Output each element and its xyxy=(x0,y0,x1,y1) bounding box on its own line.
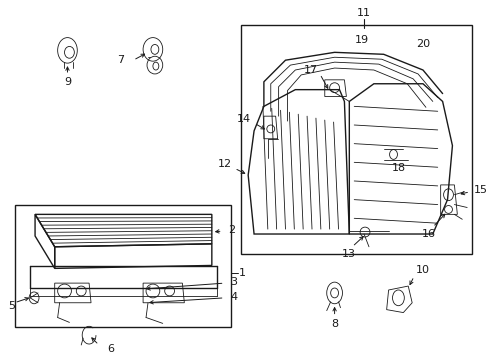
Text: 20: 20 xyxy=(415,40,429,49)
Text: 10: 10 xyxy=(415,265,429,275)
Text: 6: 6 xyxy=(106,344,114,354)
Text: 18: 18 xyxy=(390,163,405,173)
Text: 19: 19 xyxy=(354,35,368,45)
Text: 16: 16 xyxy=(421,229,435,239)
Text: 15: 15 xyxy=(473,185,487,195)
Text: 2: 2 xyxy=(228,225,235,235)
Text: 12: 12 xyxy=(217,159,231,169)
Text: 4: 4 xyxy=(230,292,237,302)
Text: 13: 13 xyxy=(341,249,355,258)
Text: 9: 9 xyxy=(64,77,71,87)
Text: 11: 11 xyxy=(356,8,370,18)
Text: 14: 14 xyxy=(237,114,251,124)
Text: 7: 7 xyxy=(117,55,124,65)
Text: 1: 1 xyxy=(238,268,245,278)
Text: 5: 5 xyxy=(8,301,16,311)
Text: 8: 8 xyxy=(330,319,338,329)
Text: 17: 17 xyxy=(304,65,317,75)
Text: 3: 3 xyxy=(230,277,237,287)
